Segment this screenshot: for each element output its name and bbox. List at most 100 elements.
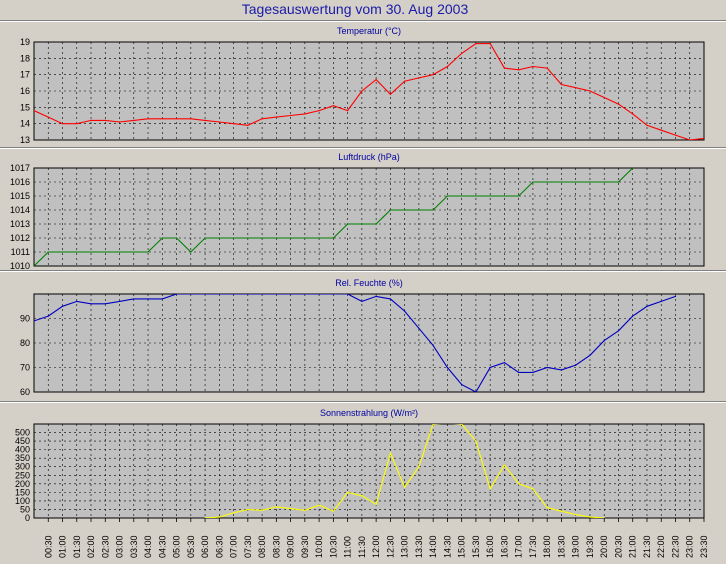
series-line [34,43,704,140]
data-point [689,139,691,140]
data-point [475,195,477,197]
data-point [603,517,605,518]
y-tick-label: 400 [15,445,30,455]
data-point [532,181,534,183]
data-point [518,371,520,373]
data-point [532,488,534,490]
data-point [404,310,406,312]
data-point [404,80,406,82]
data-point [404,209,406,211]
data-point [347,294,349,295]
data-point [389,298,391,300]
data-point [389,93,391,95]
y-tick-label: 1016 [10,177,30,187]
chart-panel-3: Rel. Feuchte (%) 60 70 80 90 [0,270,726,397]
data-point [133,298,135,300]
y-tick-label: 1015 [10,191,30,201]
data-point [161,237,163,239]
data-point [632,168,634,169]
data-point [589,181,591,183]
data-point [375,295,377,298]
data-point [34,265,35,266]
chart-panel-4: Sonnenstrahlung (W/m²) 050100150200250300… [0,401,726,523]
data-point [118,121,121,123]
data-point [503,362,506,364]
data-point [247,124,249,126]
data-point [275,116,277,118]
data-point [674,134,677,136]
data-point [632,113,634,115]
data-point [375,78,377,81]
x-tick-label: 18:00 [542,535,552,558]
data-point [418,466,420,468]
x-tick-label: 10:00 [314,535,324,558]
data-point [575,87,577,89]
data-point [518,483,520,485]
x-tick-label: 04:30 [157,535,167,558]
data-point [90,251,92,253]
x-tick-label: 17:30 [528,535,538,558]
x-tick-label: 05:00 [172,535,182,558]
data-point [361,223,363,225]
data-point [461,424,463,425]
data-point [660,300,662,302]
time-axis: 00:30 01:00 01:30 02:00 02:30 03:00 03:30 04:00… [43,518,709,558]
y-tick-label: 150 [15,487,30,497]
data-point [489,195,491,197]
x-tick-label: 14:00 [428,535,438,558]
data-point [104,251,106,253]
data-point [275,237,277,239]
data-point [90,303,92,305]
data-point [347,223,349,225]
data-point [133,119,135,121]
data-point [361,300,363,302]
y-tick-label: 1013 [10,219,30,229]
x-tick-label: 13:30 [414,535,424,558]
x-tick-label: 18:30 [556,535,566,558]
y-tick-label: 80 [20,338,30,348]
x-tick-label: 08:00 [257,535,267,558]
x-tick-label: 15:30 [471,535,481,558]
data-point [389,209,391,211]
report-title: Tagesauswertung vom 30. Aug 2003 [242,1,469,17]
x-tick-label: 12:00 [371,535,381,558]
data-point [503,195,506,197]
y-tick-label: 14 [20,119,30,129]
data-point [232,512,235,514]
chart-panels: Temperatur (°C) 13 14 15 16 17 18 19 Luftdruck (… [0,20,726,523]
data-point [247,508,249,511]
x-tick-label: 22:00 [656,535,666,558]
data-point [161,298,163,300]
data-point [560,83,563,86]
x-tick-label: 11:00 [343,536,353,558]
y-tick-label: 90 [20,314,30,324]
panel-title: Rel. Feuchte (%) [335,278,403,288]
data-point [318,504,320,506]
x-tick-label: 13:00 [400,535,410,558]
data-point [432,344,434,347]
data-point [204,237,206,239]
x-tick-label: 06:30 [214,535,224,558]
data-point [175,294,178,295]
data-point [546,366,548,369]
data-point [332,105,334,107]
data-point [76,251,78,253]
data-point [532,371,534,373]
data-point [603,339,605,342]
y-tick-label: 70 [20,363,30,373]
x-tick-label: 06:00 [200,535,210,558]
y-tick-label: 19 [20,37,30,47]
data-point [261,237,263,239]
y-tick-label: 450 [15,436,30,446]
x-tick-label: 07:30 [243,535,253,558]
data-point [118,251,121,253]
y-tick-label: 16 [20,86,30,96]
data-point [289,237,292,239]
x-tick-label: 20:00 [599,535,609,558]
y-tick-label: 1012 [10,233,30,243]
data-point [446,366,449,369]
data-point [76,123,78,125]
data-point [589,90,591,92]
data-point [646,124,648,126]
data-point [61,123,64,125]
